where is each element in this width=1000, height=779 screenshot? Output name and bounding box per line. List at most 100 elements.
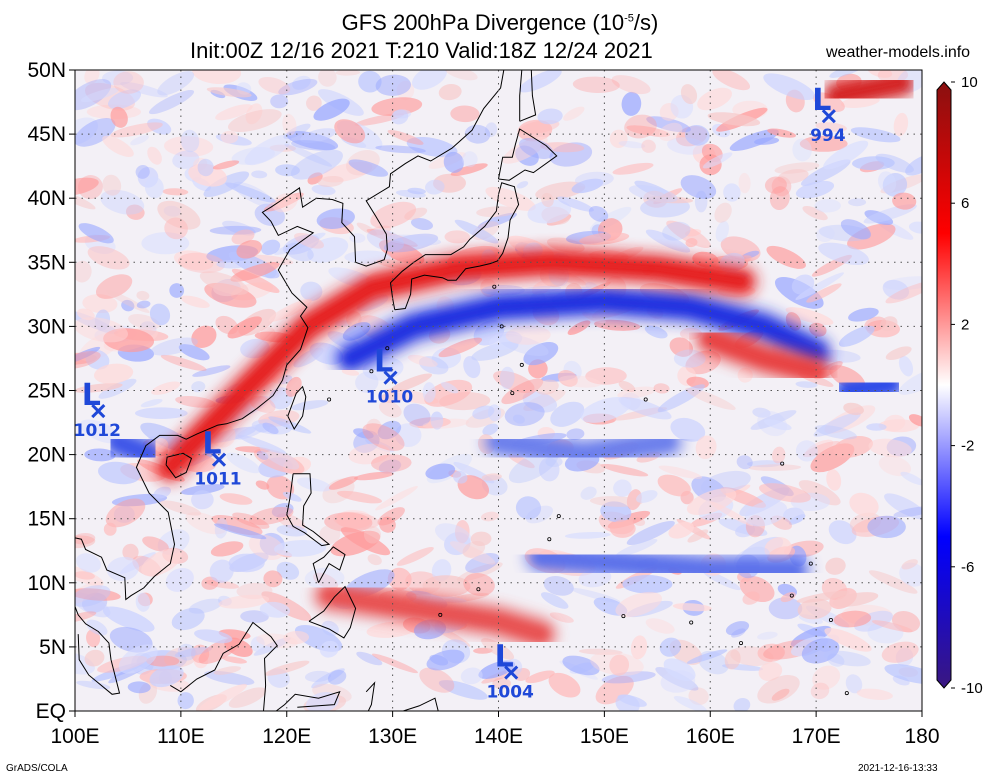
texture-speck — [311, 184, 336, 196]
texture-speck — [828, 520, 857, 545]
texture-speck — [342, 322, 371, 341]
texture-speck — [472, 405, 495, 420]
texture-speck — [617, 694, 647, 707]
texture-speck — [211, 515, 263, 536]
texture-speck — [412, 70, 447, 90]
texture-speck — [464, 124, 491, 144]
texture-speck — [363, 526, 382, 544]
texture-speck — [149, 303, 171, 326]
texture-speck — [574, 171, 614, 188]
texture-speck — [103, 328, 155, 353]
convergence-core — [841, 378, 897, 397]
texture-speck — [147, 146, 162, 165]
texture-speck — [515, 496, 542, 520]
texture-speck — [823, 650, 871, 667]
lon-tick-label: 170E — [792, 725, 841, 748]
texture-speck — [566, 428, 585, 441]
texture-speck — [147, 118, 172, 135]
divergence-texture — [75, 70, 922, 711]
lat-tick-label: 5N — [39, 636, 66, 659]
texture-speck — [777, 169, 809, 184]
texture-speck — [253, 448, 305, 474]
texture-speck — [680, 175, 717, 200]
texture-speck — [215, 104, 253, 121]
texture-speck — [210, 541, 244, 557]
texture-speck — [550, 401, 585, 427]
texture-speck — [237, 434, 287, 454]
texture-speck — [660, 670, 696, 693]
texture-speck — [580, 486, 597, 500]
texture-speck — [149, 665, 184, 688]
texture-speck — [75, 564, 104, 586]
texture-speck — [685, 350, 721, 375]
texture-speck — [465, 552, 500, 574]
texture-speck — [379, 516, 396, 533]
texture-speck — [228, 687, 267, 708]
texture-speck — [815, 122, 847, 132]
texture-speck — [666, 220, 711, 249]
texture-speck — [261, 239, 281, 255]
lon-tick-label: 120E — [262, 725, 311, 748]
texture-speck — [356, 222, 377, 236]
texture-speck — [375, 486, 418, 511]
texture-speck — [802, 441, 841, 458]
texture-speck — [258, 76, 291, 95]
texture-speck — [564, 532, 611, 539]
texture-speck — [214, 523, 267, 540]
low-pressure-value: 994 — [810, 126, 846, 146]
texture-speck — [823, 140, 869, 170]
low-pressure-value: 1011 — [194, 470, 241, 490]
texture-speck — [549, 612, 574, 623]
texture-speck — [330, 530, 381, 557]
texture-speck — [80, 87, 120, 103]
texture-speck — [443, 151, 464, 173]
coastline — [519, 70, 537, 122]
texture-speck — [901, 559, 918, 570]
coastline — [75, 70, 505, 601]
texture-speck — [106, 556, 140, 581]
texture-speck — [898, 368, 922, 395]
texture-speck — [672, 603, 712, 612]
texture-speck — [556, 196, 594, 212]
texture-speck — [883, 414, 906, 432]
texture-speck — [441, 381, 459, 394]
island-outline — [369, 369, 374, 374]
low-pressure-value: 1010 — [366, 388, 413, 408]
texture-speck — [244, 134, 292, 166]
low-symbol: L — [374, 345, 393, 380]
texture-speck — [419, 667, 455, 693]
texture-speck — [880, 316, 898, 332]
texture-speck — [628, 185, 678, 203]
island-outline — [438, 612, 443, 617]
texture-speck — [292, 75, 311, 90]
texture-speck — [251, 170, 268, 179]
texture-speck — [687, 529, 709, 543]
texture-speck — [177, 692, 194, 710]
texture-speck — [744, 500, 788, 527]
texture-speck — [102, 174, 122, 196]
texture-speck — [798, 480, 841, 506]
texture-speck — [284, 143, 333, 167]
texture-speck — [644, 325, 668, 339]
texture-speck — [742, 591, 760, 605]
texture-speck — [541, 192, 554, 208]
texture-speck — [735, 523, 756, 538]
texture-speck — [185, 512, 227, 535]
texture-speck — [94, 309, 111, 331]
texture-speck — [422, 418, 470, 429]
texture-speck — [148, 90, 195, 115]
texture-speck — [537, 108, 563, 125]
lon-tick-label: 160E — [686, 725, 735, 748]
texture-speck — [725, 621, 750, 636]
texture-speck — [657, 474, 691, 497]
texture-speck — [86, 619, 108, 636]
island-outline — [828, 618, 833, 623]
texture-speck — [840, 219, 871, 240]
texture-speck — [450, 105, 480, 123]
island-outline — [510, 391, 515, 396]
texture-speck — [848, 198, 867, 207]
texture-speck — [814, 199, 841, 213]
texture-speck — [75, 588, 121, 601]
texture-speck — [557, 370, 578, 387]
